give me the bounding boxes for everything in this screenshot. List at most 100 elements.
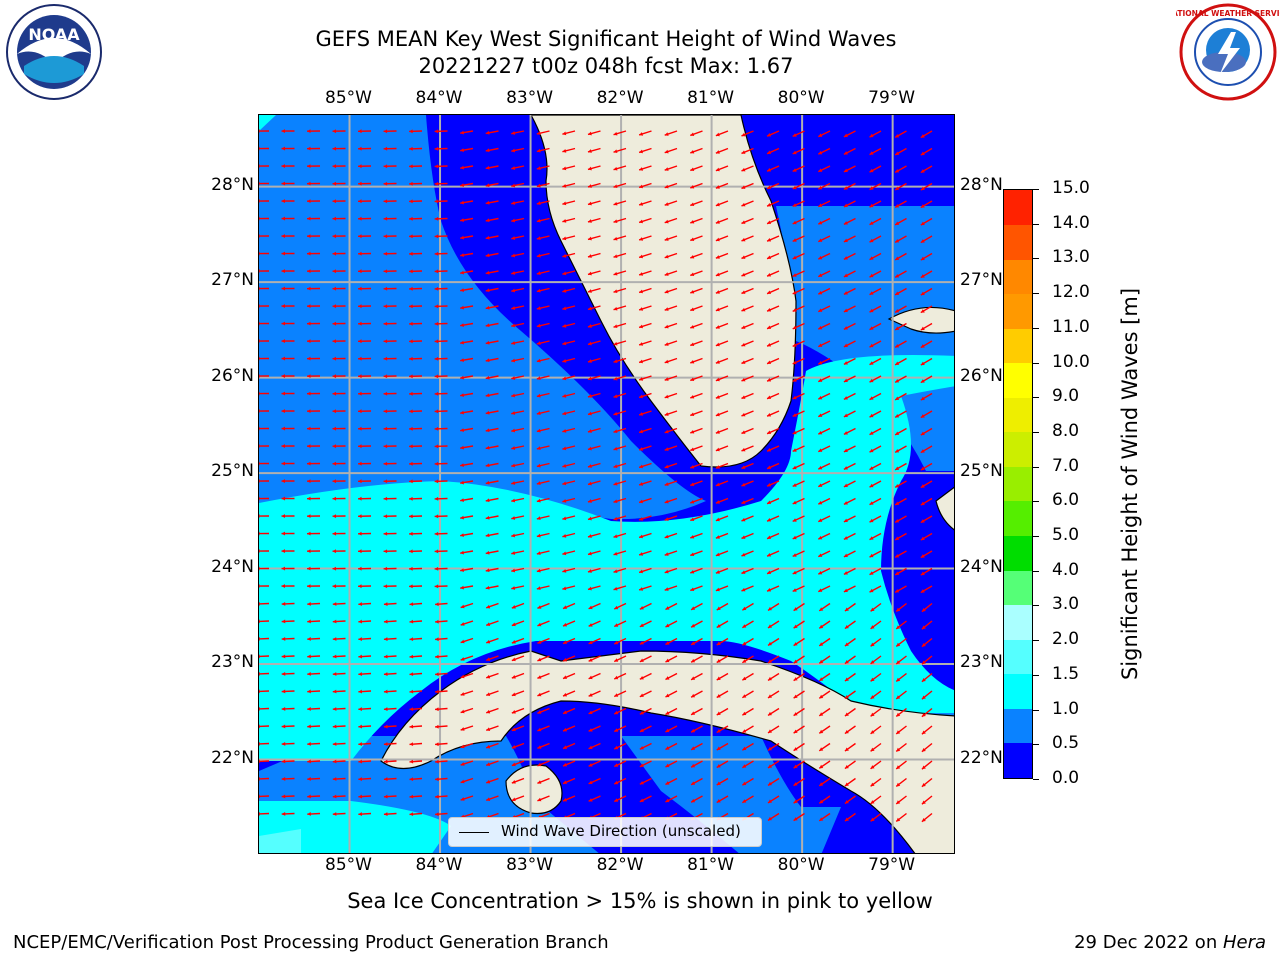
- colorbar-tick-label: 4.0: [1052, 559, 1080, 580]
- wave-direction-arrow: [844, 690, 856, 700]
- wave-direction-arrow: [869, 270, 882, 278]
- wave-direction-arrow: [639, 690, 652, 698]
- lat-tick-left: 25°N: [211, 461, 254, 482]
- wave-direction-arrow: [562, 480, 576, 486]
- wave-direction-arrow: [793, 620, 805, 629]
- wave-direction-arrow: [639, 725, 652, 733]
- wave-direction-arrow: [792, 340, 805, 348]
- colorbar-label: Significant Height of Wind Waves [m]: [1118, 287, 1142, 681]
- wave-direction-arrow: [664, 165, 678, 171]
- wave-direction-arrow: [537, 742, 550, 749]
- wave-direction-arrow: [792, 462, 805, 470]
- wave-direction-arrow: [536, 182, 550, 188]
- wave-direction-arrow: [307, 269, 321, 274]
- wave-direction-arrow: [921, 620, 933, 630]
- footer-date: 29 Dec 2022 on Hera: [1074, 932, 1266, 953]
- wave-direction-arrow: [409, 689, 423, 694]
- wave-direction-arrow: [741, 777, 754, 786]
- wave-direction-arrow: [536, 585, 550, 591]
- wave-direction-arrow: [562, 130, 576, 136]
- wave-direction-arrow: [537, 777, 550, 784]
- wave-direction-arrow: [358, 672, 372, 676]
- wave-direction-arrow: [869, 217, 882, 226]
- wave-direction-arrow: [307, 374, 321, 379]
- wave-direction-arrow: [383, 672, 397, 677]
- wave-direction-arrow: [638, 375, 652, 381]
- lon-tick-bottom: 84°W: [415, 855, 463, 875]
- lat-tick-right: 26°N: [960, 365, 1003, 386]
- wave-direction-arrow: [664, 340, 678, 346]
- wave-direction-arrow: [588, 620, 601, 627]
- colorbar-tick-mark: [1033, 327, 1039, 329]
- wave-direction-arrow: [409, 514, 423, 519]
- wave-direction-arrow: [511, 270, 525, 275]
- wave-direction-arrow: [485, 515, 499, 520]
- lat-tick-left: 24°N: [211, 556, 254, 577]
- wave-direction-arrow: [562, 357, 576, 363]
- wave-direction-arrow: [587, 585, 601, 591]
- wave-direction-arrow: [409, 742, 423, 747]
- colorbar-segment: [1004, 742, 1032, 778]
- lat-tick-left: 27°N: [211, 270, 254, 291]
- wave-direction-arrow: [259, 199, 270, 203]
- colorbar-tick-mark: [1033, 744, 1039, 746]
- wave-direction-arrow: [766, 445, 780, 452]
- wave-direction-arrow: [895, 760, 907, 770]
- wave-direction-arrow: [383, 777, 397, 782]
- wave-direction-arrow: [434, 461, 448, 466]
- wave-direction-arrow: [358, 479, 372, 484]
- wave-direction-arrow: [409, 724, 423, 729]
- wave-direction-arrow: [638, 410, 652, 416]
- wave-direction-arrow: [844, 812, 856, 822]
- wave-direction-arrow: [281, 269, 295, 273]
- wave-direction-arrow: [843, 235, 856, 243]
- wave-direction-arrow: [716, 742, 729, 751]
- wave-direction-arrow: [793, 602, 805, 612]
- wave-direction-arrow: [664, 130, 678, 136]
- wave-direction-arrow: [259, 566, 270, 571]
- wave-direction-arrow: [870, 690, 882, 700]
- lat-tick-right: 27°N: [960, 270, 1003, 291]
- wave-direction-arrow: [613, 182, 627, 189]
- wave-direction-arrow: [869, 480, 882, 488]
- wave-direction-arrow: [613, 427, 627, 434]
- wave-direction-arrow: [562, 777, 576, 785]
- wave-direction-arrow: [383, 496, 397, 501]
- wave-direction-arrow: [358, 269, 372, 274]
- wave-direction-arrow: [485, 480, 499, 485]
- wave-direction-arrow: [894, 427, 907, 436]
- wave-direction-arrow: [920, 515, 933, 524]
- wave-direction-arrow: [383, 391, 397, 396]
- wave-direction-arrow: [920, 410, 933, 419]
- wave-direction-arrow: [638, 200, 652, 206]
- wave-direction-arrow: [434, 269, 448, 274]
- wave-direction-arrow: [281, 374, 295, 378]
- wave-direction-arrow: [817, 550, 831, 558]
- wave-direction-arrow: [562, 742, 576, 750]
- footer-credit: NCEP/EMC/Verification Post Processing Pr…: [13, 932, 609, 953]
- wave-direction-arrow: [486, 602, 499, 609]
- wave-direction-arrow: [307, 602, 321, 606]
- wave-direction-arrow: [409, 251, 423, 256]
- wave-direction-arrow: [793, 760, 805, 769]
- wave-direction-arrow: [434, 514, 448, 519]
- wave-direction-arrow: [409, 602, 423, 607]
- wave-direction-arrow: [409, 654, 423, 659]
- wave-direction-arrow: [511, 305, 525, 310]
- wave-direction-arrow: [562, 147, 576, 153]
- wave-direction-arrow: [332, 724, 346, 729]
- wave-direction-arrow: [511, 672, 525, 679]
- wave-zone-1.0-1.5: [259, 115, 954, 853]
- wave-direction-arrow: [435, 602, 448, 607]
- colorbar-segment: [1004, 224, 1032, 260]
- wave-direction-arrow: [486, 725, 499, 731]
- wave-direction-arrow: [638, 357, 652, 364]
- wave-direction-arrow: [434, 374, 448, 379]
- wave-direction-arrow: [307, 724, 321, 729]
- wave-direction-arrow: [434, 286, 448, 291]
- wave-direction-arrow: [460, 130, 474, 135]
- wave-direction-arrow: [843, 532, 856, 541]
- wave-direction-arrow: [281, 724, 295, 729]
- wave-direction-arrow: [664, 532, 678, 539]
- wave-direction-arrow: [638, 392, 652, 399]
